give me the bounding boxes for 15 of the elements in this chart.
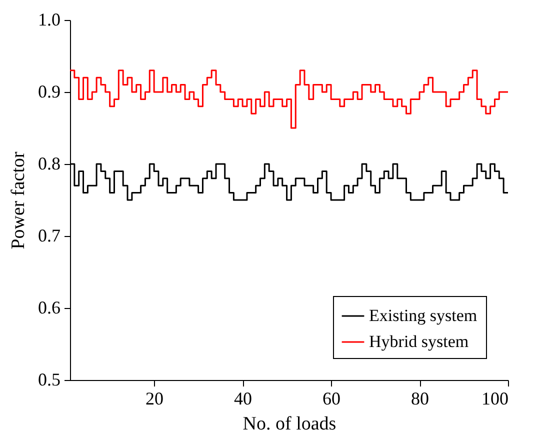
- legend-label: Hybrid system: [369, 332, 469, 351]
- y-tick-label: 0.7: [38, 226, 60, 246]
- x-tick-label: 60: [322, 388, 341, 408]
- x-tick-label: 80: [411, 388, 430, 408]
- y-tick-label: 0.6: [38, 298, 60, 318]
- y-tick-label: 0.9: [38, 82, 60, 102]
- x-tick-label: 40: [234, 388, 252, 408]
- x-axis-title: No. of loads: [242, 414, 336, 434]
- y-tick-label: 0.8: [38, 154, 60, 174]
- y-axis-title: Power factor: [8, 151, 29, 250]
- legend-label: Existing system: [369, 306, 478, 325]
- y-tick-label: 1.0: [38, 10, 60, 30]
- y-tick-label: 0.5: [38, 370, 60, 390]
- x-tick-label: 100: [482, 388, 508, 408]
- x-tick-label: 20: [146, 388, 164, 408]
